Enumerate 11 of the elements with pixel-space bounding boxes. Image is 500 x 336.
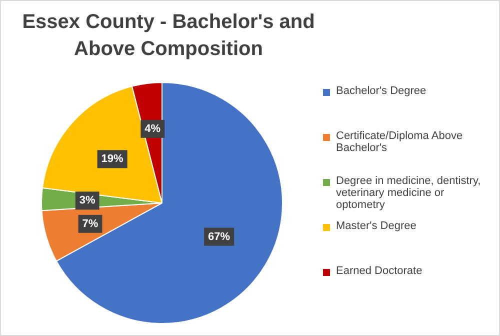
legend-label: Bachelor's Degree <box>336 85 426 97</box>
legend-label: Certificate/Diploma Above Bachelor's <box>336 130 464 154</box>
data-label: 7% <box>82 218 98 230</box>
legend-label: Degree in medicine, dentistry, veterinary medicine or optometry <box>336 175 482 211</box>
legend-label: Master's Degree <box>336 220 416 232</box>
chart-title: Essex County - Bachelor's and Above Composition <box>21 10 316 62</box>
data-label: 3% <box>79 194 96 207</box>
data-label: 4% <box>144 122 161 135</box>
legend-label: Earned Doctorate <box>336 265 422 277</box>
data-label: 67% <box>208 230 230 243</box>
data-label: 19% <box>101 153 124 166</box>
